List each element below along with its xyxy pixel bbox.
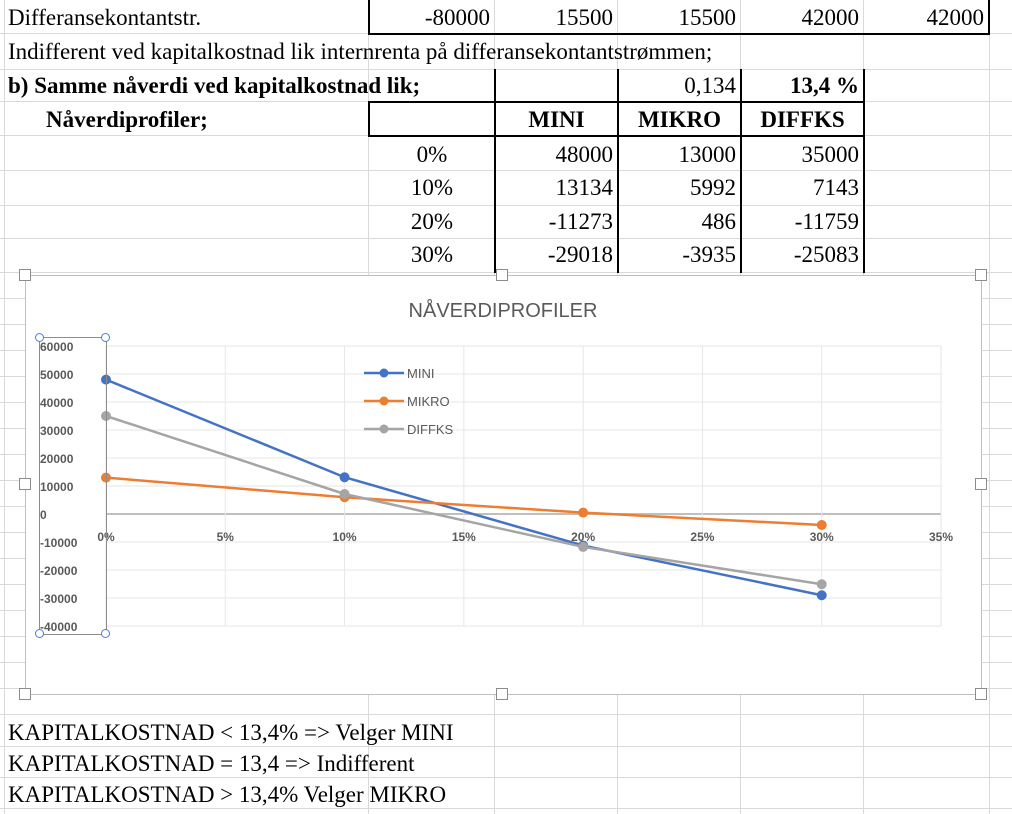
- table-cell-diffks[interactable]: 35000: [801, 142, 860, 167]
- x-tick-label: 10%: [333, 530, 357, 544]
- table-header-mikro[interactable]: MIKRO: [637, 107, 722, 132]
- resize-handle-bottom-center[interactable]: [496, 688, 508, 700]
- plot-gridlines: [105, 345, 942, 627]
- row1-value-4[interactable]: 42000: [801, 5, 860, 30]
- axis-handle-bottom-right[interactable]: [101, 629, 110, 638]
- series-line: [105, 476, 822, 527]
- resize-handle-top-right[interactable]: [975, 269, 987, 281]
- y-axis-selection-box[interactable]: [39, 337, 107, 635]
- y-tick-label: 60000: [40, 340, 74, 354]
- data-point: [578, 507, 589, 518]
- axis-handle-top-right[interactable]: [101, 333, 110, 342]
- table-cell-mini[interactable]: -29018: [547, 242, 613, 267]
- y-tick-label: 50000: [40, 368, 74, 382]
- table-cell-diffks[interactable]: 7143: [813, 175, 859, 200]
- y-tick-label: 40000: [40, 396, 74, 410]
- x-tick-label: 15%: [452, 530, 476, 544]
- table-cell-mikro[interactable]: 486: [701, 209, 737, 234]
- x-tick-label: 5%: [217, 530, 235, 544]
- row1-value-5[interactable]: 42000: [926, 5, 985, 30]
- table-cell-mini[interactable]: 13134: [555, 175, 614, 200]
- table-cell-mikro[interactable]: -3935: [682, 242, 736, 267]
- row1-value-3[interactable]: 15500: [678, 5, 737, 30]
- x-axis-labels: 0% 5% 10% 15% 20% 25% 30% 35%: [97, 530, 953, 544]
- row3-value-2[interactable]: 13,4 %: [790, 73, 859, 98]
- series-line: [105, 378, 822, 597]
- y-tick-label: 0: [40, 508, 47, 522]
- y-tick-label: -10000: [40, 536, 78, 550]
- resize-handle-top-left[interactable]: [19, 269, 31, 281]
- resize-handle-middle-right[interactable]: [975, 478, 987, 490]
- table-rate[interactable]: 20%: [410, 209, 454, 234]
- row2-text[interactable]: Indifferent ved kapitalkostnad lik inter…: [8, 39, 713, 64]
- legend-marker: [379, 424, 389, 434]
- row1-value-1[interactable]: -80000: [424, 5, 490, 30]
- axis-handle-top-left[interactable]: [35, 333, 44, 342]
- row4-label[interactable]: Nåverdiprofiler;: [46, 107, 208, 132]
- table-header-diffks[interactable]: DIFFKS: [760, 107, 845, 132]
- x-tick-label: 30%: [810, 530, 834, 544]
- y-axis-labels: 60000 50000 40000 30000 20000 10000 0 -10000 -20…: [40, 340, 78, 634]
- x-tick-label: 20%: [571, 530, 595, 544]
- y-tick-label: 30000: [40, 424, 74, 438]
- legend-label: MINI: [407, 366, 434, 381]
- data-point: [816, 520, 827, 531]
- line-chart: NÅVERDIPROFILER 60000 50000 40000 30000 2000…: [40, 299, 953, 634]
- legend-marker: [379, 396, 389, 406]
- chart-legend: MINI MIKRO DIFFKS: [364, 366, 454, 437]
- y-tick-label: -30000: [40, 592, 78, 606]
- data-point: [816, 590, 827, 601]
- data-point: [816, 579, 827, 590]
- row1-label[interactable]: Differansekontantstr.: [8, 5, 202, 30]
- conclusion-line[interactable]: KAPITALKOSTNAD < 13,4% => Velger MINI: [8, 720, 454, 745]
- y-tick-label: 20000: [40, 452, 74, 466]
- y-tick-label: -20000: [40, 564, 78, 578]
- chart-object[interactable]: NÅVERDIPROFILER 60000 50000 40000 30000 2000…: [25, 275, 982, 695]
- row3-label[interactable]: b) Samme nåverdi ved kapitalkostnad lik;: [8, 73, 421, 98]
- table-rate[interactable]: 0%: [416, 142, 448, 167]
- data-point: [339, 472, 350, 483]
- series-line: [105, 414, 822, 586]
- axis-handle-bottom-left[interactable]: [35, 629, 44, 638]
- table-header-mini[interactable]: MINI: [528, 107, 585, 132]
- table-rate[interactable]: 10%: [410, 175, 454, 200]
- table-rate[interactable]: 30%: [410, 242, 454, 267]
- table-cell-mini[interactable]: 48000: [555, 142, 614, 167]
- table-cell-mini[interactable]: -11273: [548, 209, 613, 234]
- table-cell-diffks[interactable]: -25083: [793, 242, 859, 267]
- legend-marker: [379, 368, 389, 378]
- resize-handle-bottom-left[interactable]: [19, 688, 31, 700]
- data-point: [339, 488, 350, 499]
- resize-handle-top-center[interactable]: [496, 269, 508, 281]
- data-point: [578, 541, 589, 552]
- resize-handle-middle-left[interactable]: [19, 478, 31, 490]
- row3-value-1[interactable]: 0,134: [684, 73, 736, 98]
- chart-title: NÅVERDIPROFILER: [409, 299, 598, 322]
- y-tick-label: -40000: [40, 620, 78, 634]
- table-cell-mikro[interactable]: 13000: [678, 142, 737, 167]
- resize-handle-bottom-right[interactable]: [975, 688, 987, 700]
- legend-label: DIFFKS: [407, 422, 454, 437]
- legend-label: MIKRO: [407, 394, 450, 409]
- x-tick-label: 35%: [929, 530, 953, 544]
- x-tick-label: 25%: [690, 530, 714, 544]
- row1-value-2[interactable]: 15500: [555, 5, 614, 30]
- table-cell-mikro[interactable]: 5992: [690, 175, 736, 200]
- conclusion-line[interactable]: KAPITALKOSTNAD > 13,4% Velger MIKRO: [8, 782, 447, 807]
- y-tick-label: 10000: [40, 480, 74, 494]
- table-cell-diffks[interactable]: -11759: [794, 209, 859, 234]
- conclusion-line[interactable]: KAPITALKOSTNAD = 13,4 => Indifferent: [8, 751, 415, 776]
